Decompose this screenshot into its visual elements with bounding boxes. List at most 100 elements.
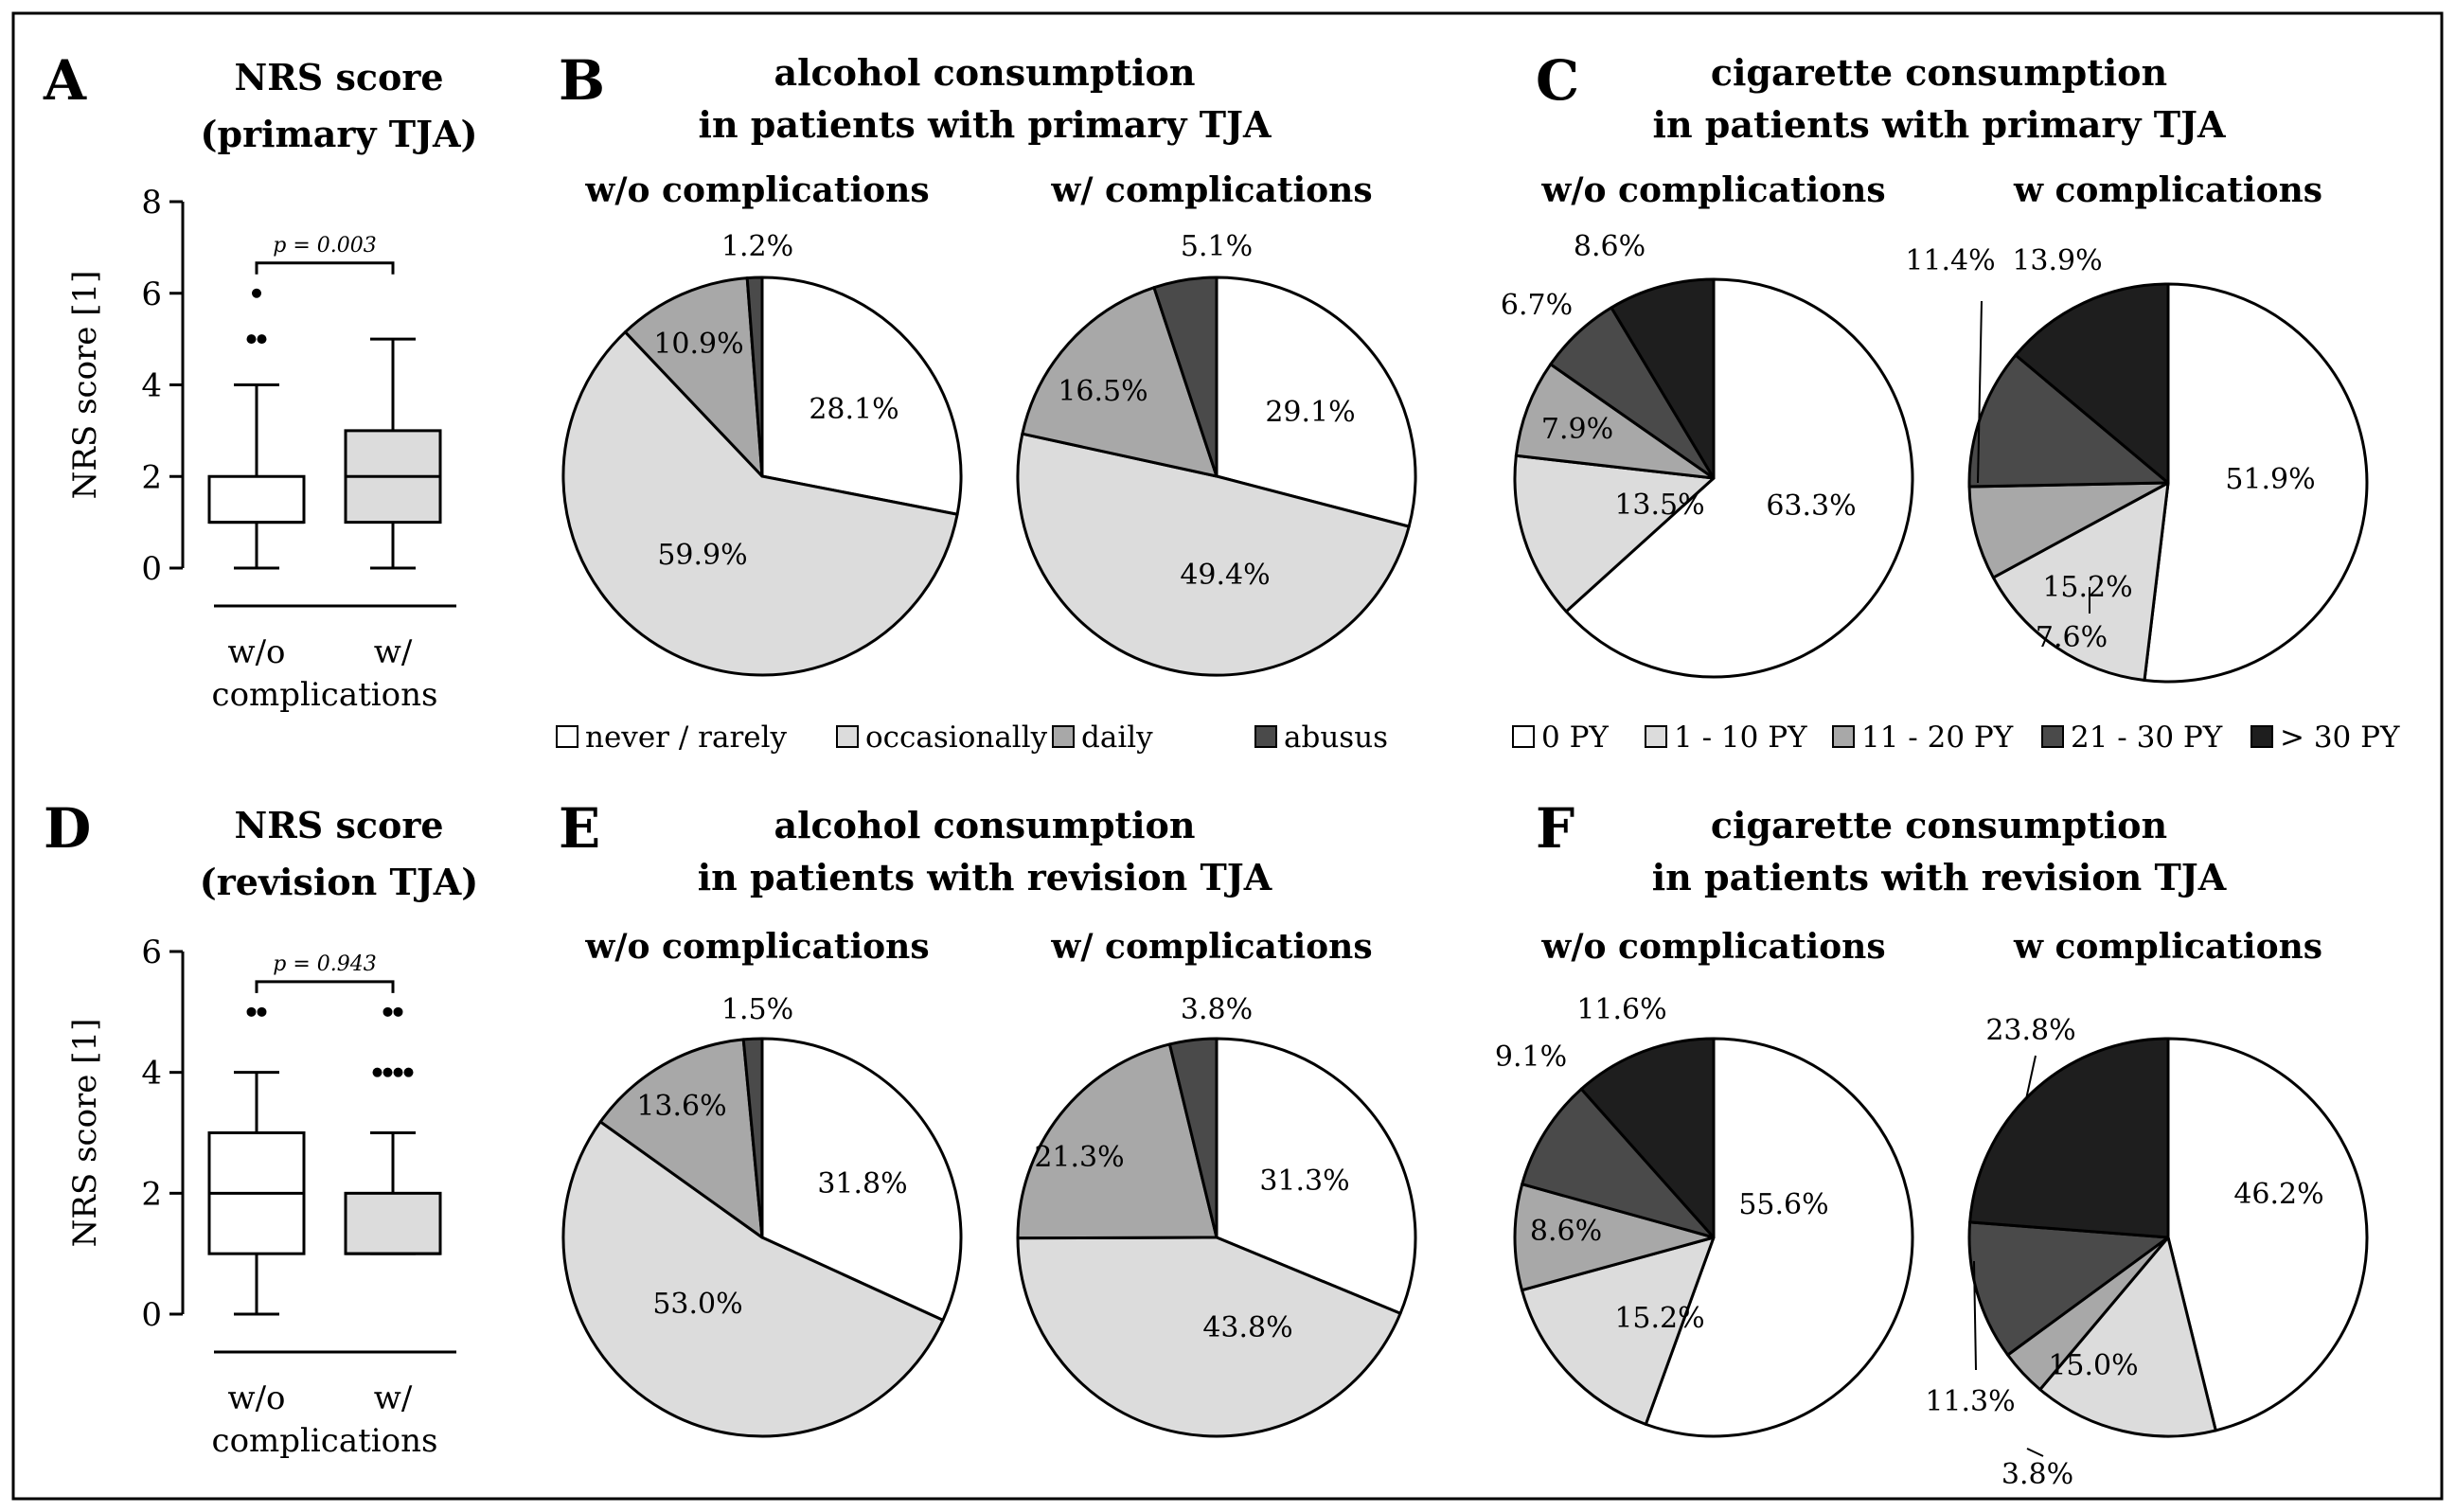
slice-label: 6.7% <box>1501 289 1573 322</box>
pie-slice <box>1644 1037 1914 1438</box>
slice-label: 13.6% <box>636 1090 726 1123</box>
pie-alcohol-revision-with: 31.3% 43.8% 21.3% 3.8% <box>1016 993 1417 1438</box>
pie-e2-subtitle: w/ complications <box>1050 927 1372 967</box>
boxplot-primary: 0 2 4 6 8 NRS score [1] p = 0.003 w/o w/complica… <box>66 184 456 714</box>
legend-swatch <box>1512 725 1535 748</box>
x-label-complications: complications <box>212 1422 438 1460</box>
pie-slice <box>1016 432 1411 677</box>
slice-label: 15.2% <box>1614 1302 1704 1335</box>
x-label-without: w/o <box>227 1379 285 1417</box>
outlier-point <box>246 1006 257 1017</box>
panel-label-f: F <box>1536 796 1574 861</box>
y-tick-label: 0 <box>141 1296 162 1334</box>
panel-label-d: D <box>44 796 91 861</box>
legend-label: daily <box>1081 720 1153 755</box>
slice-label: 51.9% <box>2225 463 2315 496</box>
slice-label: 11.3% <box>1925 1385 2015 1418</box>
slice-label: 29.1% <box>1265 396 1355 429</box>
outlier-point <box>403 1067 414 1077</box>
outlier-point <box>372 1067 382 1077</box>
p-value-label: p = 0.943 <box>273 952 376 976</box>
slice-label: 8.6% <box>1530 1215 1602 1248</box>
slice-label: 46.2% <box>2233 1178 2323 1211</box>
panel-c-title-line1: cigarette consumption <box>1711 51 2167 94</box>
p-value-label: p = 0.003 <box>273 234 376 258</box>
x-label-with: w/ <box>374 1379 413 1417</box>
panel-a: A NRS score (primary TJA) 0 2 4 6 8 NRS score… <box>43 48 477 714</box>
pie-slice <box>1016 1042 1219 1240</box>
pie-slice <box>1021 286 1219 478</box>
legend-swatch <box>1832 725 1855 748</box>
slice-label: 11.4% <box>1905 244 1995 277</box>
leader-line <box>2026 1448 2044 1457</box>
boxplot-revision: 0 2 4 6 NRS score [1] p = 0.943 w/o w/complicat… <box>66 934 456 1460</box>
leader-line <box>1973 1260 1977 1371</box>
y-tick-label: 2 <box>141 1175 162 1213</box>
legend-label: abusus <box>1284 720 1388 755</box>
panel-label-c: C <box>1536 48 1579 113</box>
x-label-without: w/o <box>227 633 285 671</box>
legend-swatch <box>1254 725 1277 748</box>
x-label-complications: complications <box>212 676 438 714</box>
legend-swatch <box>836 725 859 748</box>
pie-slice <box>598 1038 764 1239</box>
legend-label: never / rarely <box>585 720 788 755</box>
slice-label: 31.3% <box>1259 1165 1349 1198</box>
panel-b-title-line1: alcohol consumption <box>774 51 1195 94</box>
pie-alcohol-revision-without: 31.8% 53.0% 13.6% 1.5% <box>561 993 963 1438</box>
pie-alcohol-primary-without: 28.1% 59.9% 10.9% 1.2% <box>561 230 963 677</box>
slice-label: 13.5% <box>1614 489 1704 522</box>
pie-slice <box>1521 1236 1716 1426</box>
pie-slice <box>760 1037 963 1322</box>
panel-b-title-line2: in patients with primary TJA <box>699 103 1272 146</box>
panel-c: C cigarette consumption in patients with… <box>1501 48 2400 755</box>
pie-slice <box>1991 481 2170 683</box>
pie-b1-subtitle: w/o complications <box>584 170 929 210</box>
pie-slice <box>1579 1037 1716 1239</box>
panel-d-title-line2: (revision TJA) <box>200 861 478 903</box>
legend-swatch <box>2250 725 2273 748</box>
legend-alcohol: never / rarely occasionally daily abusus <box>556 720 1388 755</box>
y-tick-label: 4 <box>141 367 162 405</box>
slice-label: 3.8% <box>1181 993 1253 1026</box>
significance-bracket <box>255 261 395 275</box>
pie-alcohol-primary-with: 29.1% 49.4% 16.5% 5.1% <box>1016 230 1417 677</box>
pie-slice <box>741 1037 764 1239</box>
pie-slice <box>1513 454 1716 614</box>
slice-label: 23.8% <box>1985 1014 2075 1047</box>
panel-a-title-line2: (primary TJA) <box>201 113 478 155</box>
pie-b2-subtitle: w/ complications <box>1050 170 1372 210</box>
slice-label: 9.1% <box>1495 1041 1567 1074</box>
box-iqr <box>207 474 306 525</box>
slice-label: 43.8% <box>1202 1311 1292 1344</box>
pie-slice <box>1967 353 2170 489</box>
panel-a-title-line1: NRS score <box>234 56 443 98</box>
panel-d-title-line1: NRS score <box>234 804 443 846</box>
pie-slice <box>1564 277 1914 679</box>
legend-label: > 30 PY <box>2280 720 2400 755</box>
legend-cigarette: 0 PY 1 - 10 PY 11 - 20 PY 21 - 30 PY > 30 PY <box>1512 720 2400 755</box>
pie-slice <box>1215 1037 1417 1315</box>
pie-cigarette-primary-with: 51.9% 15.2% 7.6% 11.4% 13.9% <box>1905 244 2369 684</box>
pie-f1-subtitle: w/o complications <box>1540 927 1885 967</box>
outlier-point <box>382 1006 393 1017</box>
slice-label: 49.4% <box>1180 559 1270 592</box>
legend-label: 0 PY <box>1541 720 1609 755</box>
panel-f-title-line2: in patients with revision TJA <box>1652 856 2227 898</box>
pie-slice <box>1016 1236 1402 1438</box>
pie-slice <box>2166 1037 2369 1432</box>
slice-label: 5.1% <box>1181 230 1253 263</box>
slice-label: 15.0% <box>2048 1349 2138 1382</box>
panel-b: B alcohol consumption in patients with p… <box>556 48 1417 755</box>
y-tick-label: 4 <box>141 1055 162 1093</box>
pie-cigarette-revision-with: 46.2% 15.0% 3.8% 11.3% 23.8% <box>1925 1014 2369 1491</box>
slice-label: 3.8% <box>2001 1458 2073 1491</box>
slice-label: 21.3% <box>1034 1141 1124 1174</box>
panel-f: F cigarette consumption in patients with… <box>1495 796 2369 1491</box>
panel-label-b: B <box>559 48 605 113</box>
y-axis-label: NRS score [1] <box>66 1019 104 1248</box>
pie-slice <box>1215 276 1417 528</box>
slice-label: 13.9% <box>2012 244 2102 277</box>
outlier-point <box>246 334 257 345</box>
